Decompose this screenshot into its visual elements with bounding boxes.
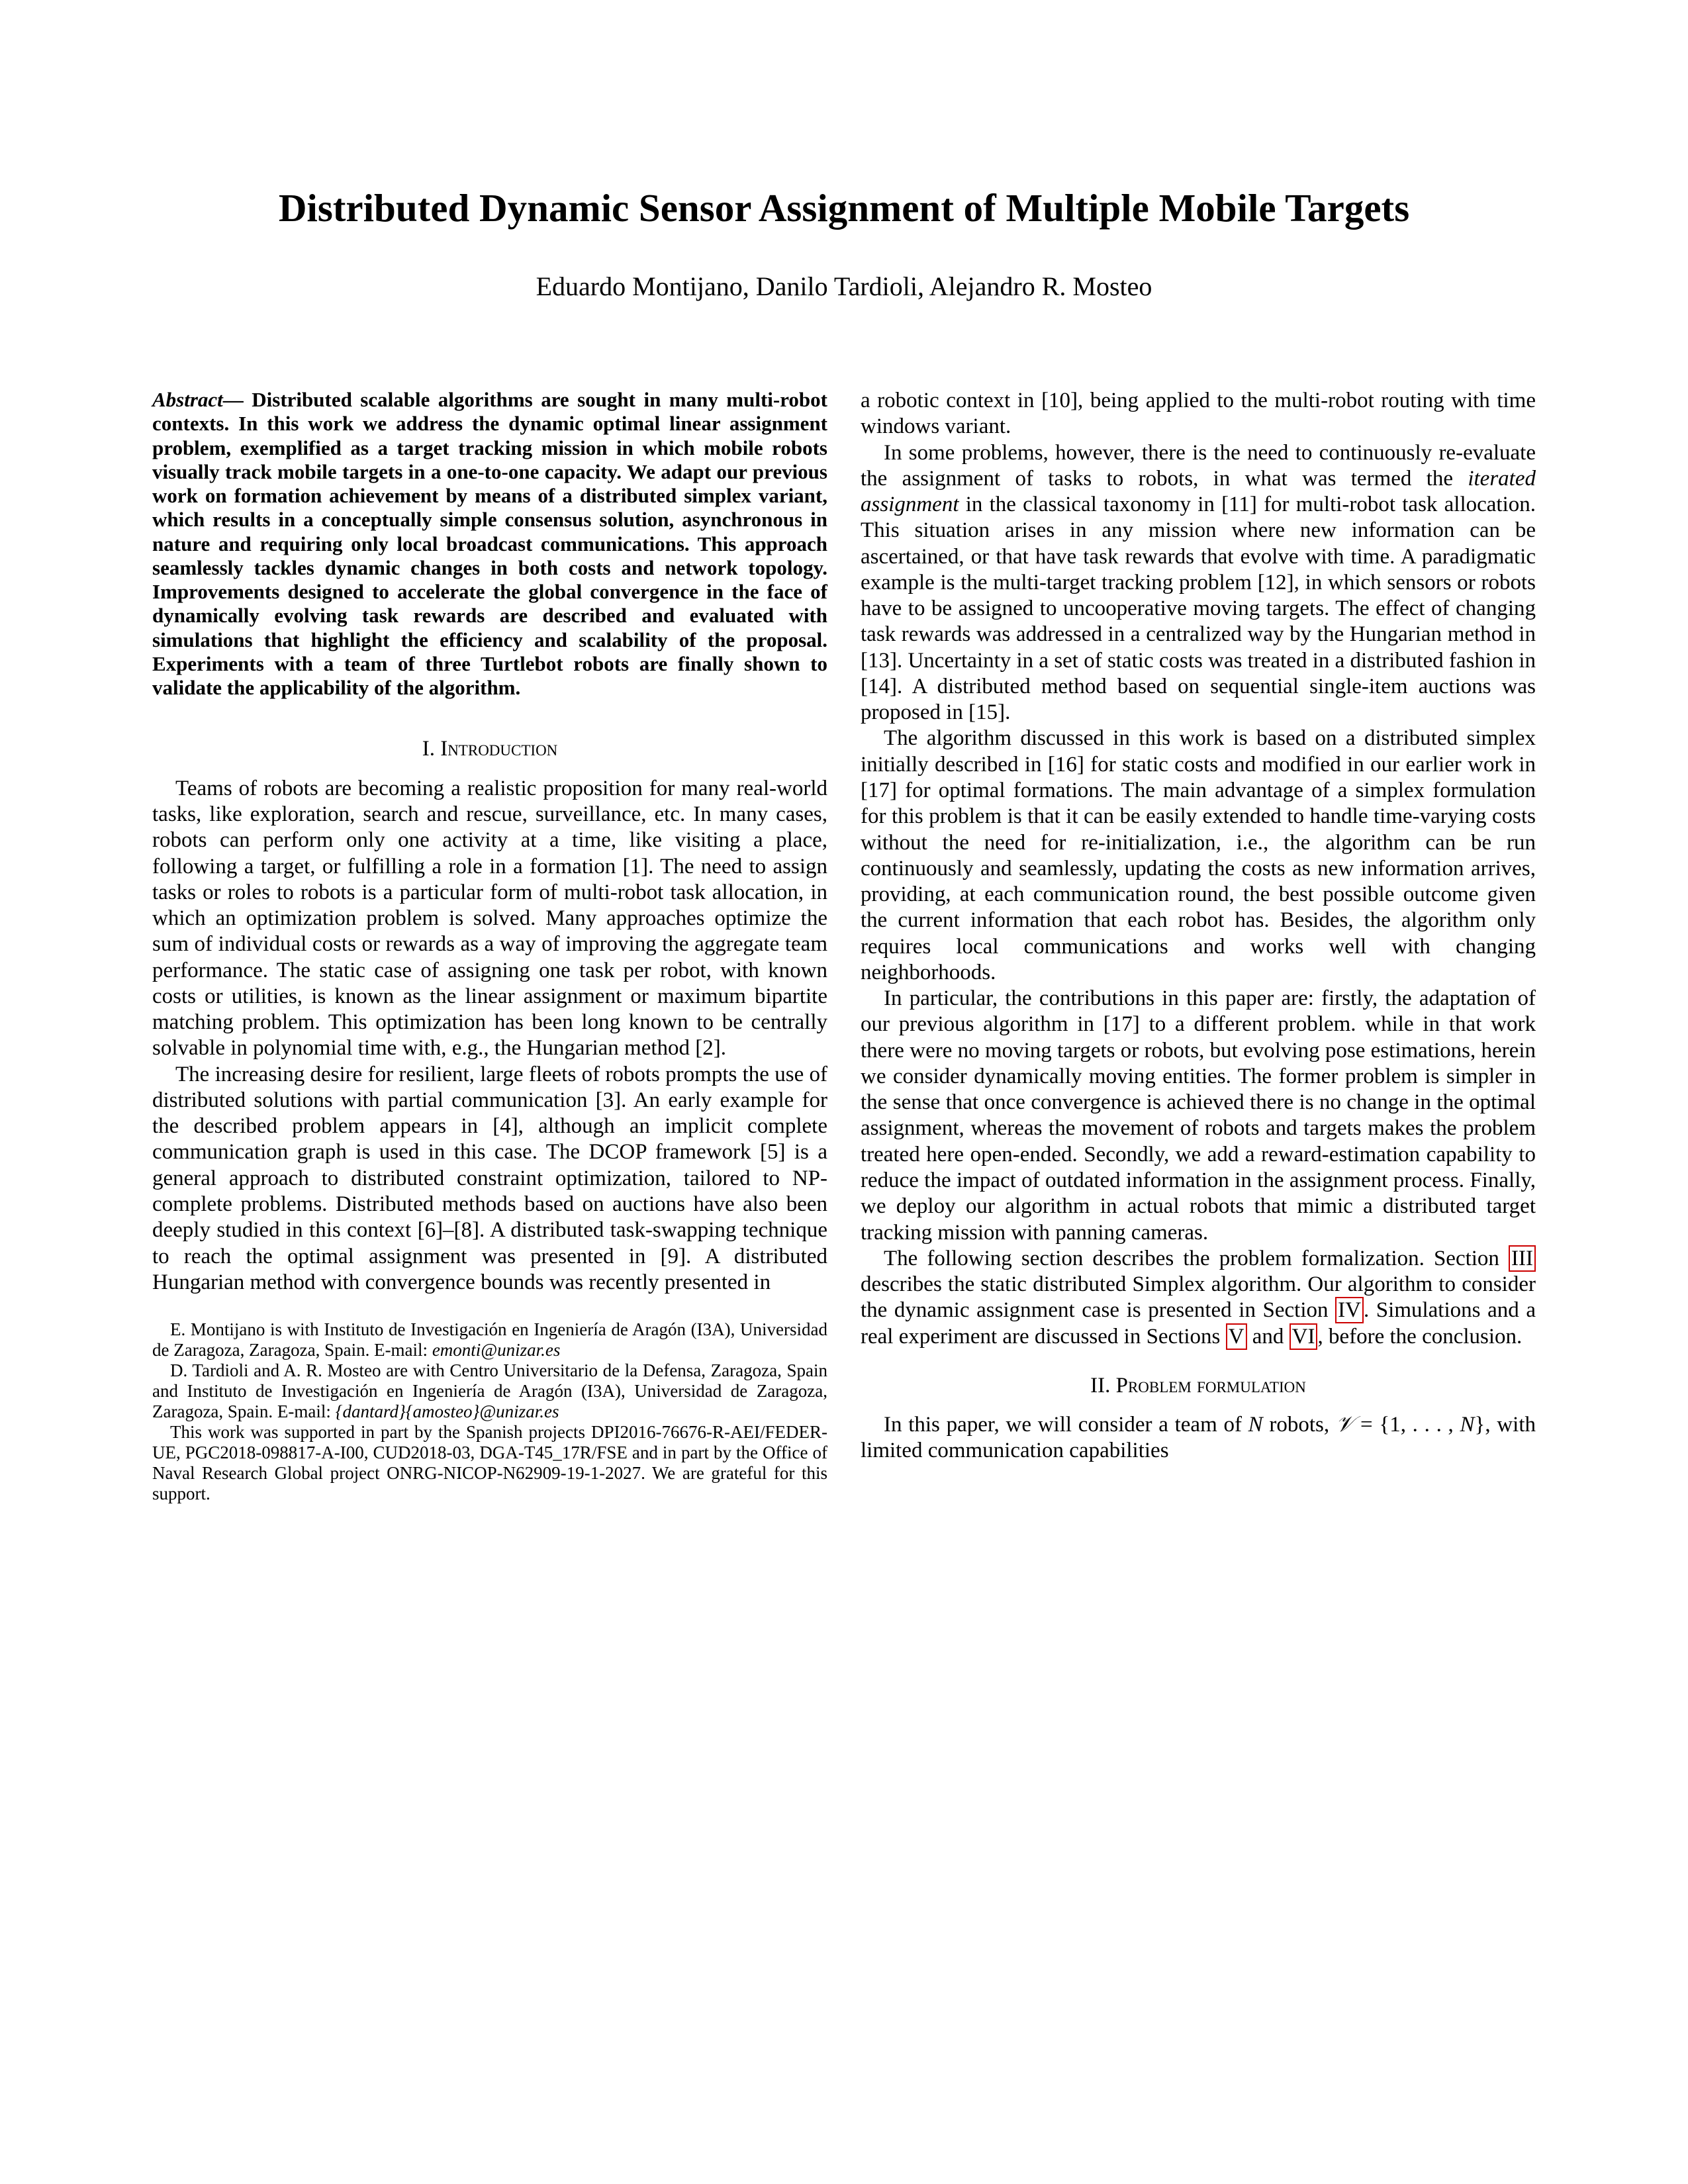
r6c: = {1, . . . , xyxy=(1354,1413,1460,1437)
abstract-block: Abstract— Distributed scalable algorithm… xyxy=(152,388,827,700)
footnote-3: This work was supported in part by the S… xyxy=(152,1422,827,1504)
link-section-6[interactable]: VI xyxy=(1289,1323,1318,1350)
footnote-2: D. Tardioli and A. R. Mosteo are with Ce… xyxy=(152,1360,827,1422)
section-1-num: I. xyxy=(422,737,435,761)
left-para-2: The increasing desire for resilient, lar… xyxy=(152,1062,827,1296)
footnote-1: E. Montijano is with Instituto de Invest… xyxy=(152,1319,827,1360)
section-2-num: II. xyxy=(1090,1374,1110,1398)
section-1-heading: I. Introduction xyxy=(152,736,827,762)
footnote-1-email: emonti@unizar.es xyxy=(432,1340,561,1360)
r6N2: N xyxy=(1460,1413,1475,1437)
r5a: The following section describes the prob… xyxy=(884,1247,1509,1270)
right-column: a robotic context in [10], being applied… xyxy=(861,388,1536,1504)
paper-authors: Eduardo Montijano, Danilo Tardioli, Alej… xyxy=(152,271,1536,302)
r6b: robots, xyxy=(1263,1413,1336,1437)
right-p2-b: in the classical taxonomy in [11] for mu… xyxy=(861,493,1536,724)
link-section-4[interactable]: IV xyxy=(1335,1297,1364,1323)
right-para-6: In this paper, we will consider a team o… xyxy=(861,1412,1536,1464)
link-section-5[interactable]: V xyxy=(1226,1323,1247,1350)
r6V: 𝒱 xyxy=(1336,1413,1354,1437)
left-column: Abstract— Distributed scalable algorithm… xyxy=(152,388,827,1504)
two-column-layout: Abstract— Distributed scalable algorithm… xyxy=(152,388,1536,1504)
right-para-5: The following section describes the prob… xyxy=(861,1246,1536,1350)
abstract-label: Abstract xyxy=(152,388,223,411)
right-para-4: In particular, the contributions in this… xyxy=(861,986,1536,1246)
footnote-2-email: {dantard}{amosteo}@unizar.es xyxy=(336,1401,559,1421)
left-para-1: Teams of robots are becoming a realistic… xyxy=(152,776,827,1062)
footnotes: E. Montijano is with Instituto de Invest… xyxy=(152,1319,827,1504)
abstract-text: — Distributed scalable algorithms are so… xyxy=(152,388,827,699)
link-section-3[interactable]: III xyxy=(1509,1245,1536,1272)
section-2-heading: II. Problem formulation xyxy=(861,1373,1536,1399)
r6N: N xyxy=(1248,1413,1263,1437)
r6a: In this paper, we will consider a team o… xyxy=(884,1413,1248,1437)
section-1-title: Introduction xyxy=(440,737,557,761)
right-p2-a: In some problems, however, there is the … xyxy=(861,441,1536,491)
section-2-title: Problem formulation xyxy=(1116,1374,1306,1398)
r5d: and xyxy=(1247,1325,1289,1349)
right-para-2: In some problems, however, there is the … xyxy=(861,440,1536,726)
r5e: , before the conclusion. xyxy=(1317,1325,1522,1349)
right-para-3: The algorithm discussed in this work is … xyxy=(861,726,1536,986)
paper-title: Distributed Dynamic Sensor Assignment of… xyxy=(152,185,1536,231)
right-para-1: a robotic context in [10], being applied… xyxy=(861,388,1536,440)
